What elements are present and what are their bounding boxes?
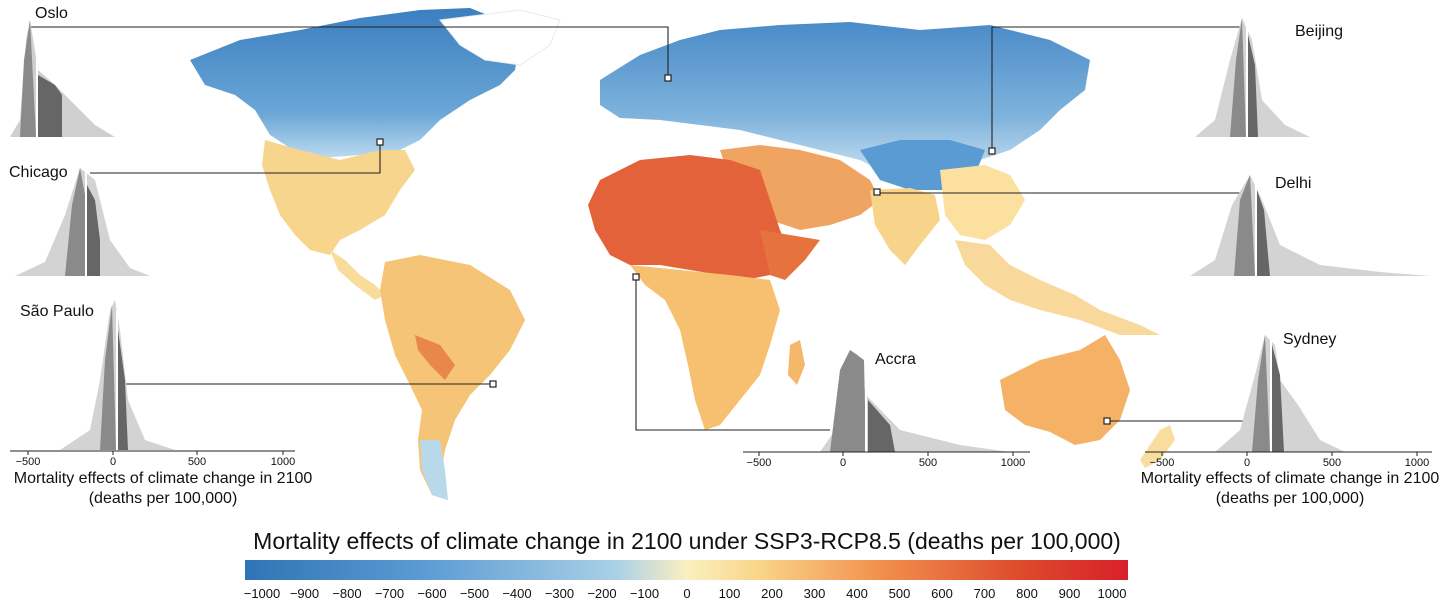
marker-sydney xyxy=(1103,417,1111,425)
axis-middle: −500 0 500 1000 xyxy=(743,451,1030,469)
tick-mid-1: 0 xyxy=(840,457,846,469)
colorbar-tick-label: 400 xyxy=(846,586,868,601)
label-oslo: Oslo xyxy=(35,5,68,22)
colorbar-tick-label: 1000 xyxy=(1098,586,1127,601)
colorbar-tick-label: −700 xyxy=(375,586,404,601)
north-america-north xyxy=(190,8,520,158)
marker-sao-paulo xyxy=(489,380,497,388)
africa-horn xyxy=(760,230,820,280)
marker-oslo xyxy=(664,74,672,82)
density-sao-paulo xyxy=(60,300,175,450)
marker-delhi xyxy=(873,188,881,196)
colorbar-tick-label: −400 xyxy=(502,586,531,601)
south-america-andes-hot xyxy=(415,335,455,380)
marker-beijing xyxy=(988,147,996,155)
colorbar-ticks: −1000 −900 −800 −700 −600 −500 −400 −300 −200 −10… xyxy=(244,586,1127,601)
colorbar-tick-label: 200 xyxy=(761,586,783,601)
density-accra xyxy=(820,350,1010,452)
tick-left-2: 500 xyxy=(188,456,206,468)
city-markers xyxy=(376,74,1111,425)
label-sydney: Sydney xyxy=(1283,331,1336,348)
north-america-south xyxy=(262,140,415,255)
colorbar-tick-label: −300 xyxy=(545,586,574,601)
colorbar-tick-label: 800 xyxy=(1016,586,1038,601)
colorbar-tick-label: 900 xyxy=(1059,586,1081,601)
colorbar-tick-label: −100 xyxy=(630,586,659,601)
africa-north xyxy=(588,155,790,280)
label-accra: Accra xyxy=(875,351,916,368)
density-oslo xyxy=(10,20,115,137)
map-title: Mortality effects of climate change in 2… xyxy=(253,528,1121,554)
connector-accra xyxy=(635,277,830,431)
colorbar-tick-label: −800 xyxy=(332,586,361,601)
colorbar-tick-label: −900 xyxy=(290,586,319,601)
colorbar-tick-label: 300 xyxy=(804,586,826,601)
new-zealand xyxy=(1140,425,1175,468)
south-asia xyxy=(870,188,940,265)
east-asia xyxy=(940,165,1025,240)
connector-chicago xyxy=(90,142,381,174)
density-sydney xyxy=(1215,335,1345,452)
connector-lines xyxy=(30,26,1250,431)
tick-right-3: 1000 xyxy=(1405,457,1429,469)
southeast-asia xyxy=(955,240,1160,335)
city-labels: Oslo Chicago São Paulo Beijing Delhi Acc… xyxy=(9,5,1343,368)
marker-chicago xyxy=(376,138,384,146)
axis-title-right-line1: Mortality effects of climate change in 2… xyxy=(1141,470,1440,487)
density-beijing xyxy=(1195,18,1310,137)
tick-left-0: −500 xyxy=(16,456,41,468)
axis-right: −500 0 500 1000 Mortality effects of cli… xyxy=(1141,451,1440,507)
marker-accra xyxy=(632,273,640,281)
colorbar-tick-label: −200 xyxy=(587,586,616,601)
colorbar-tick-label: 100 xyxy=(719,586,741,601)
colorbar-tick-label: 600 xyxy=(931,586,953,601)
australia xyxy=(1000,335,1130,445)
africa-south xyxy=(630,265,780,430)
colorbar-tick-label: −600 xyxy=(417,586,446,601)
madagascar xyxy=(788,340,805,385)
tick-mid-0: −500 xyxy=(747,457,772,469)
greenland xyxy=(439,9,561,66)
central-america xyxy=(330,250,385,300)
density-chicago xyxy=(15,168,150,276)
tick-left-1: 0 xyxy=(110,456,116,468)
tick-right-1: 0 xyxy=(1244,457,1250,469)
colorbar-tick-label: −1000 xyxy=(244,586,281,601)
axis-title-left-line1: Mortality effects of climate change in 2… xyxy=(14,470,313,487)
eurasia-north xyxy=(600,22,1090,180)
world-map xyxy=(190,8,1175,500)
tick-mid-2: 500 xyxy=(919,457,937,469)
colorbar-tick-label: 0 xyxy=(683,586,690,601)
axis-title-right-line2: (deaths per 100,000) xyxy=(1216,490,1365,507)
axis-left: −500 0 500 1000 Mortality effects of cli… xyxy=(10,450,313,507)
label-sao-paulo: São Paulo xyxy=(20,303,94,320)
label-chicago: Chicago xyxy=(9,164,68,181)
south-america xyxy=(380,255,525,500)
connector-oslo xyxy=(30,26,669,78)
connector-beijing xyxy=(991,26,1240,152)
label-beijing: Beijing xyxy=(1295,23,1343,40)
label-delhi: Delhi xyxy=(1275,175,1311,192)
density-delhi xyxy=(1190,175,1430,276)
colorbar xyxy=(245,560,1128,580)
axis-title-left-line2: (deaths per 100,000) xyxy=(89,490,238,507)
tick-right-0: −500 xyxy=(1150,457,1175,469)
tick-right-2: 500 xyxy=(1323,457,1341,469)
colorbar-tick-label: 500 xyxy=(889,586,911,601)
tick-left-3: 1000 xyxy=(271,456,295,468)
tick-mid-3: 1000 xyxy=(1001,457,1025,469)
south-america-cool-tip xyxy=(420,440,448,500)
colorbar-tick-label: 700 xyxy=(974,586,996,601)
colorbar-tick-label: −500 xyxy=(460,586,489,601)
